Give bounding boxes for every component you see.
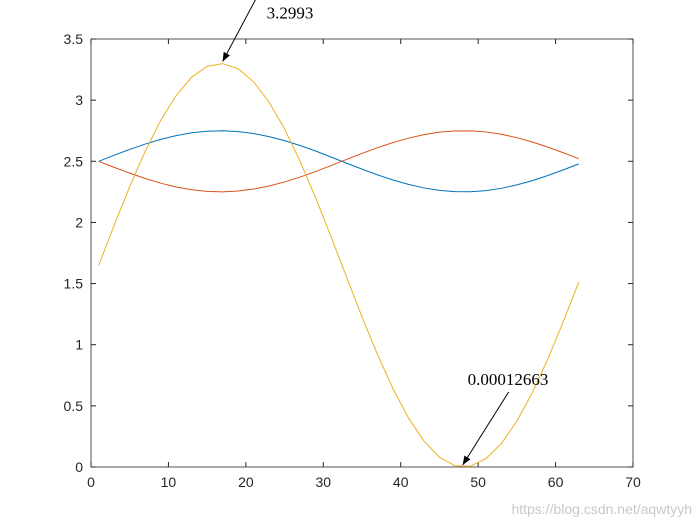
x-tick-label: 20: [238, 474, 254, 490]
x-tick-label: 70: [625, 474, 641, 490]
y-tick-label: 1.5: [64, 276, 84, 292]
x-tick-label: 0: [87, 474, 95, 490]
series-line: [98, 130, 579, 193]
x-tick-label: 60: [548, 474, 564, 490]
watermark: https://blog.csdn.net/aqwtyyh: [511, 501, 692, 517]
axes-box: [90, 38, 634, 468]
y-tick-label: 0.5: [64, 398, 84, 414]
y-tick-label: 3.5: [64, 31, 84, 47]
x-tick-label: 10: [161, 474, 177, 490]
y-tick-label: 3: [75, 92, 83, 108]
annotation-text: 3.2993: [267, 4, 314, 23]
y-tick-label: 1: [75, 337, 83, 353]
annotation-arrow: [222, 0, 256, 62]
x-tick-label: 50: [470, 474, 486, 490]
series-line: [98, 130, 579, 193]
y-tick-label: 2.5: [64, 153, 84, 169]
annotation-text: 0.00012663: [468, 370, 549, 389]
x-tick-label: 30: [315, 474, 331, 490]
series-line: [98, 63, 580, 467]
y-tick-label: 2: [75, 214, 83, 230]
annotation-arrow: [462, 391, 510, 466]
y-tick-label: 0: [75, 459, 83, 475]
x-tick-label: 40: [393, 474, 409, 490]
